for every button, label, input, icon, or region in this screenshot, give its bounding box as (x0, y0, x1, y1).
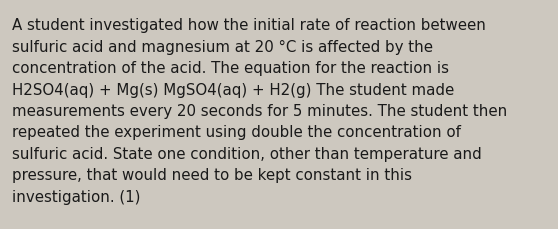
Text: A student investigated how the initial rate of reaction between: A student investigated how the initial r… (12, 18, 486, 33)
Text: repeated the experiment using double the concentration of: repeated the experiment using double the… (12, 125, 461, 140)
Text: H2SO4(aq) + Mg(s) MgSO4(aq) + H2(g) The student made: H2SO4(aq) + Mg(s) MgSO4(aq) + H2(g) The … (12, 82, 454, 97)
Text: sulfuric acid. State one condition, other than temperature and: sulfuric acid. State one condition, othe… (12, 146, 482, 161)
Text: pressure, that would need to be kept constant in this: pressure, that would need to be kept con… (12, 168, 412, 183)
Text: sulfuric acid and magnesium at 20 °C is affected by the: sulfuric acid and magnesium at 20 °C is … (12, 39, 433, 54)
Text: measurements every 20 seconds for 5 minutes. The student then: measurements every 20 seconds for 5 minu… (12, 104, 507, 118)
Text: investigation. (1): investigation. (1) (12, 189, 141, 204)
Text: concentration of the acid. The equation for the reaction is: concentration of the acid. The equation … (12, 61, 449, 76)
